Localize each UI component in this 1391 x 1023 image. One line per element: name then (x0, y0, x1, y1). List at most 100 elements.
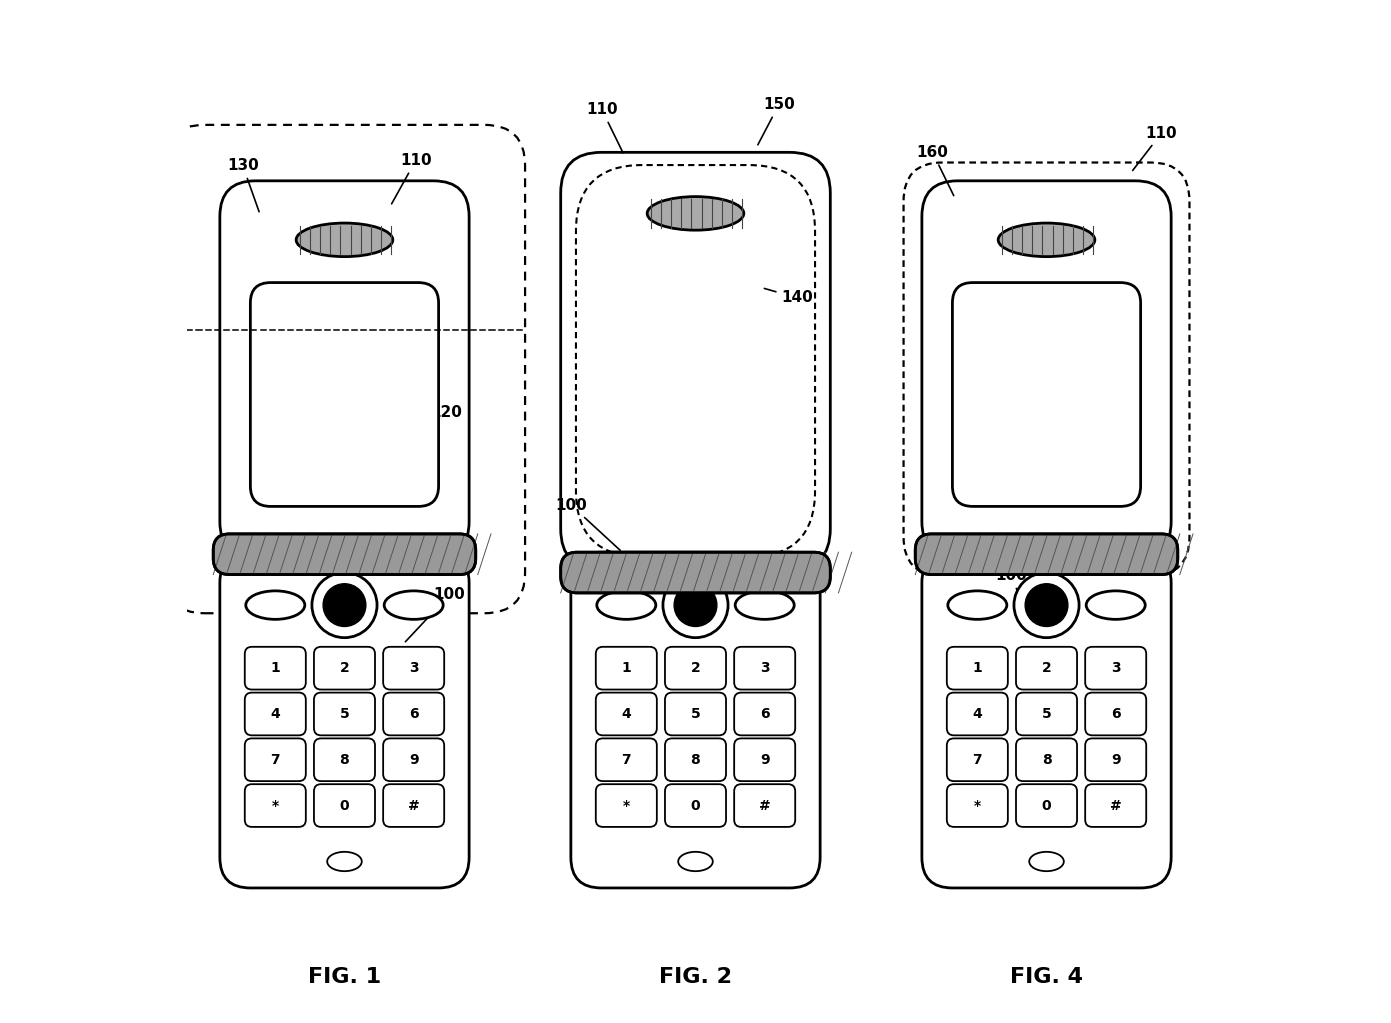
Text: 130: 130 (227, 159, 259, 212)
FancyBboxPatch shape (314, 647, 376, 690)
Text: 9: 9 (759, 753, 769, 767)
Text: 100: 100 (995, 568, 1032, 626)
Text: 6: 6 (1111, 707, 1121, 721)
Ellipse shape (246, 591, 305, 619)
FancyBboxPatch shape (947, 785, 1008, 827)
FancyBboxPatch shape (947, 647, 1008, 690)
FancyBboxPatch shape (383, 739, 444, 782)
FancyBboxPatch shape (314, 785, 376, 827)
Text: 0: 0 (339, 799, 349, 812)
Text: 8: 8 (690, 753, 701, 767)
FancyBboxPatch shape (665, 739, 726, 782)
Ellipse shape (597, 591, 655, 619)
FancyBboxPatch shape (665, 693, 726, 736)
Text: 2: 2 (1042, 661, 1052, 675)
Text: 9: 9 (1111, 753, 1121, 767)
FancyBboxPatch shape (245, 693, 306, 736)
FancyBboxPatch shape (561, 152, 830, 570)
FancyBboxPatch shape (245, 647, 306, 690)
Ellipse shape (947, 591, 1007, 619)
Text: 3: 3 (759, 661, 769, 675)
Circle shape (1014, 573, 1079, 637)
FancyBboxPatch shape (953, 282, 1141, 506)
FancyBboxPatch shape (922, 181, 1171, 558)
FancyBboxPatch shape (383, 693, 444, 736)
Text: 3: 3 (1111, 661, 1121, 675)
Text: 7: 7 (270, 753, 280, 767)
Text: 8: 8 (1042, 753, 1052, 767)
Ellipse shape (1029, 852, 1064, 872)
FancyBboxPatch shape (213, 534, 476, 575)
FancyBboxPatch shape (314, 739, 376, 782)
FancyBboxPatch shape (1015, 739, 1077, 782)
Ellipse shape (647, 196, 744, 230)
Text: 160: 160 (917, 145, 954, 195)
Text: 0: 0 (691, 799, 700, 812)
Text: 6: 6 (409, 707, 419, 721)
Text: 1: 1 (972, 661, 982, 675)
Ellipse shape (327, 852, 362, 872)
FancyBboxPatch shape (922, 552, 1171, 888)
FancyBboxPatch shape (947, 739, 1008, 782)
Text: FIG. 1: FIG. 1 (307, 968, 381, 987)
FancyBboxPatch shape (561, 552, 830, 593)
Text: 150: 150 (758, 97, 794, 145)
Text: 110: 110 (586, 102, 623, 152)
FancyBboxPatch shape (1085, 693, 1146, 736)
Text: *: * (974, 799, 981, 812)
Text: 7: 7 (972, 753, 982, 767)
Ellipse shape (999, 223, 1095, 257)
Text: 120: 120 (403, 400, 462, 420)
Text: FIG. 2: FIG. 2 (659, 968, 732, 987)
FancyBboxPatch shape (570, 552, 821, 888)
Text: #: # (408, 799, 420, 812)
Ellipse shape (736, 591, 794, 619)
FancyBboxPatch shape (1085, 739, 1146, 782)
Text: 9: 9 (409, 753, 419, 767)
FancyBboxPatch shape (595, 647, 657, 690)
FancyBboxPatch shape (1015, 647, 1077, 690)
Circle shape (323, 584, 366, 626)
Text: 5: 5 (1042, 707, 1052, 721)
Ellipse shape (679, 852, 712, 872)
Text: 1: 1 (270, 661, 280, 675)
Text: 0: 0 (1042, 799, 1052, 812)
Text: 100: 100 (555, 498, 620, 550)
Text: 100: 100 (405, 587, 465, 641)
FancyBboxPatch shape (595, 693, 657, 736)
Text: 8: 8 (339, 753, 349, 767)
Circle shape (1025, 584, 1068, 626)
Text: 110: 110 (1132, 126, 1177, 171)
FancyBboxPatch shape (734, 785, 796, 827)
Text: 140: 140 (764, 288, 814, 305)
Text: FIG. 4: FIG. 4 (1010, 968, 1084, 987)
Text: 120: 120 (993, 407, 1025, 446)
Text: #: # (759, 799, 771, 812)
Text: 7: 7 (622, 753, 632, 767)
FancyBboxPatch shape (595, 739, 657, 782)
Text: 5: 5 (339, 707, 349, 721)
Text: 4: 4 (270, 707, 280, 721)
Text: 1: 1 (622, 661, 632, 675)
Text: 5: 5 (690, 707, 701, 721)
FancyBboxPatch shape (383, 647, 444, 690)
FancyBboxPatch shape (915, 534, 1178, 575)
FancyBboxPatch shape (245, 739, 306, 782)
Ellipse shape (1086, 591, 1145, 619)
Ellipse shape (296, 223, 392, 257)
Text: 6: 6 (759, 707, 769, 721)
FancyBboxPatch shape (250, 282, 438, 506)
FancyBboxPatch shape (734, 739, 796, 782)
Text: 2: 2 (339, 661, 349, 675)
FancyBboxPatch shape (383, 785, 444, 827)
Circle shape (675, 584, 716, 626)
Circle shape (312, 573, 377, 637)
FancyBboxPatch shape (947, 693, 1008, 736)
FancyBboxPatch shape (1015, 785, 1077, 827)
FancyBboxPatch shape (595, 785, 657, 827)
Text: *: * (623, 799, 630, 812)
Text: 4: 4 (622, 707, 632, 721)
FancyBboxPatch shape (220, 181, 469, 558)
FancyBboxPatch shape (734, 693, 796, 736)
Text: #: # (1110, 799, 1121, 812)
